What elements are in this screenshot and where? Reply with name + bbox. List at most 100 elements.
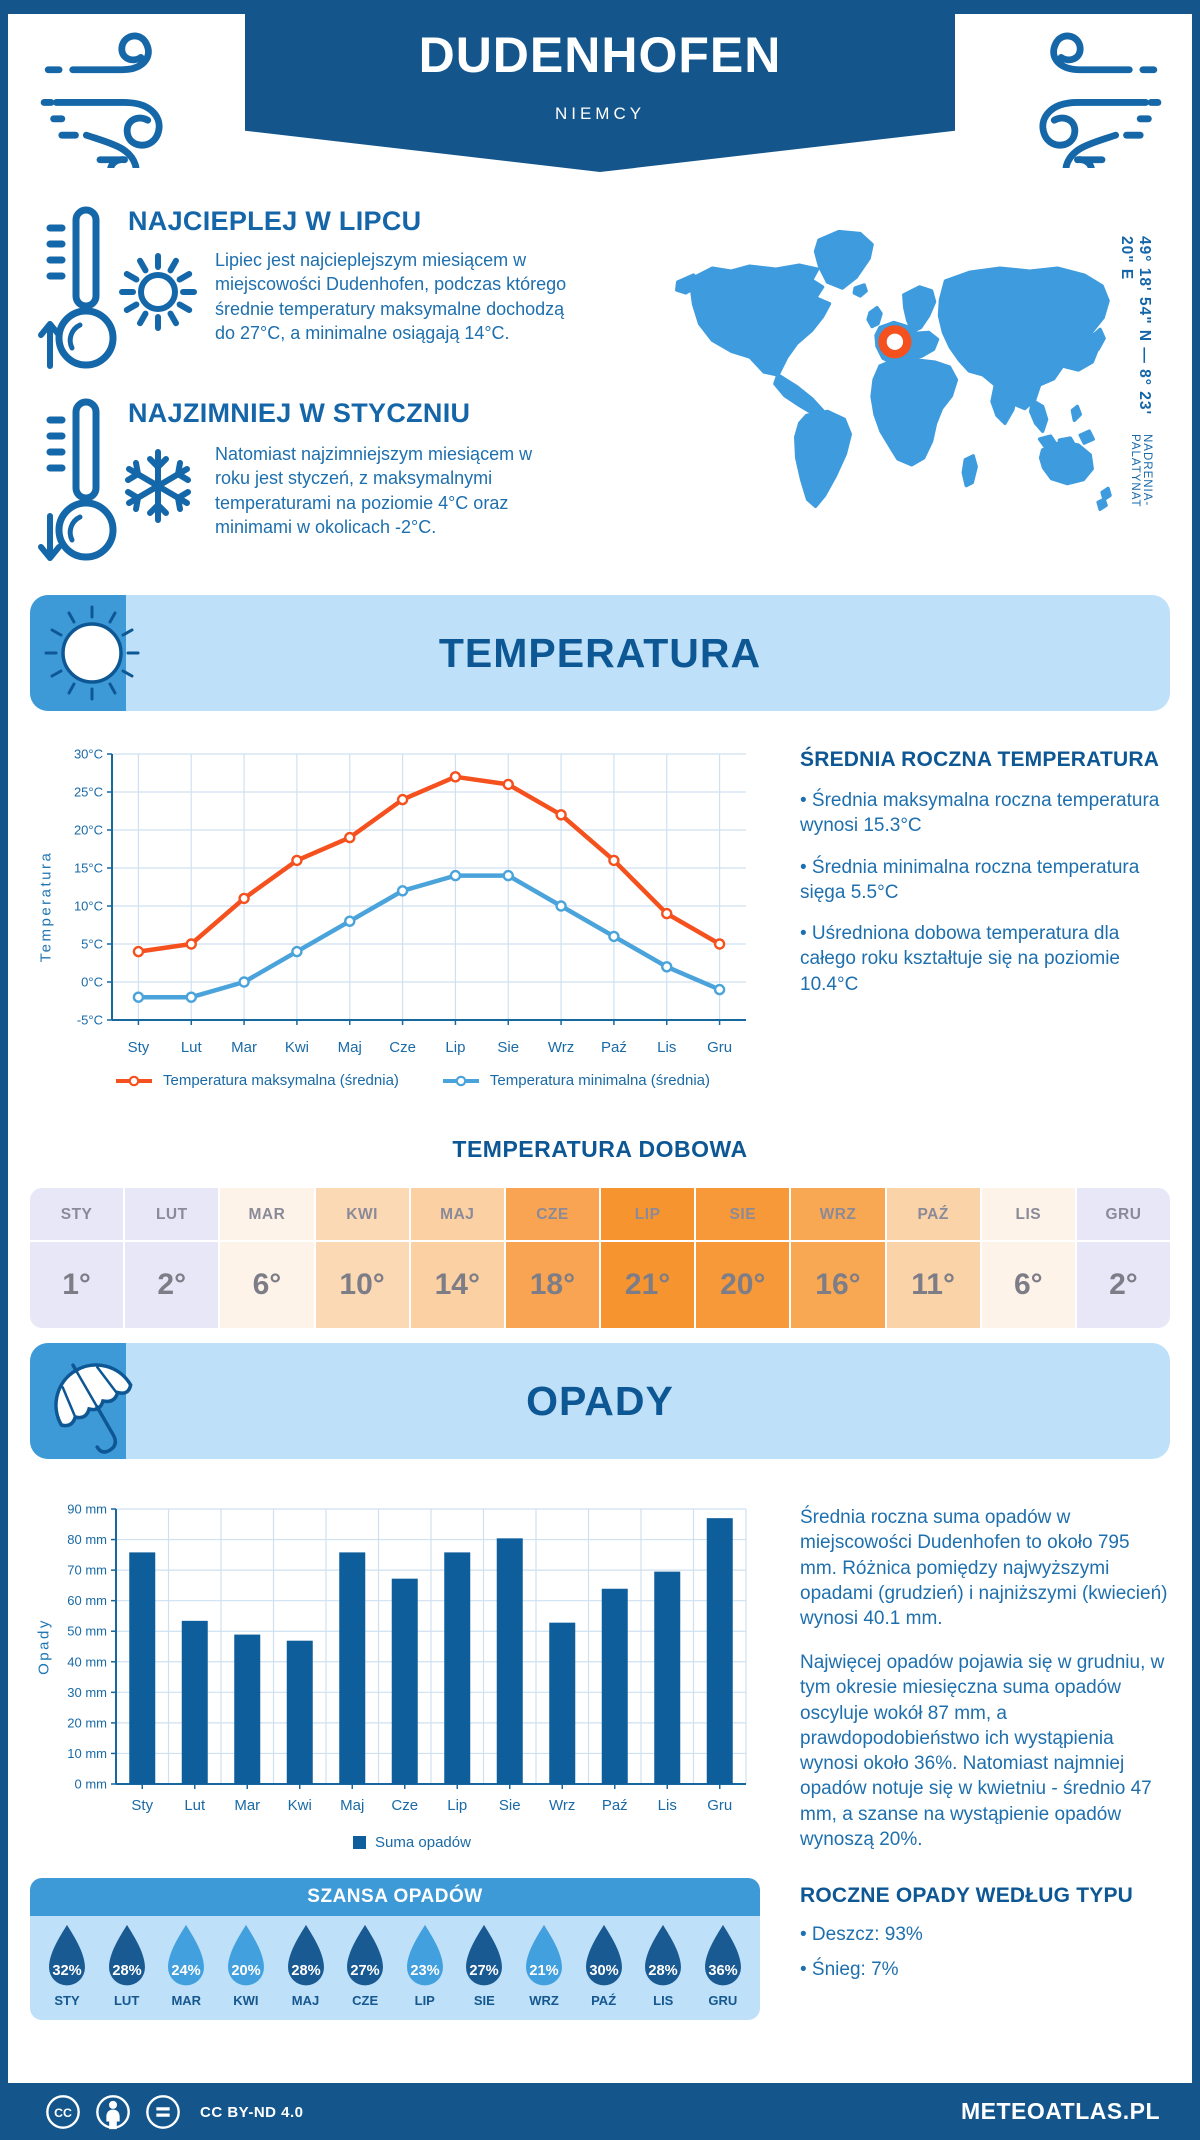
x-tick-label: Sty xyxy=(128,1039,150,1056)
chance-value: 24% xyxy=(172,1963,201,1979)
data-point-Mar xyxy=(238,892,250,905)
droplet-icon: 24% xyxy=(168,1924,205,1986)
chance-value: 27% xyxy=(470,1963,499,1979)
chance-month-label: STY xyxy=(54,1993,80,2008)
region-label: NADRENIA-PALATYNAT xyxy=(1129,434,1153,508)
data-point-Cze xyxy=(396,793,409,806)
data-point-Kwi xyxy=(291,854,303,867)
y-tick-label: 0 mm xyxy=(75,1777,108,1792)
data-point-Kwi xyxy=(291,945,303,958)
x-tick-label: Paź xyxy=(601,1039,627,1056)
droplet-icon: 36% xyxy=(704,1924,741,1986)
y-tick-label: 30°C xyxy=(74,747,103,762)
data-point-Sie xyxy=(502,778,514,791)
series-line xyxy=(136,873,722,1000)
table-month-row: STY LUT MAR KWI MAJ CZE LIP SIE WRZ PAŹ LIS GRU xyxy=(30,1188,1170,1242)
chance-value: 28% xyxy=(649,1963,678,1979)
y-tick-label: 10°C xyxy=(74,899,103,914)
data-point-Sty xyxy=(132,991,145,1003)
temp-cell-STY: 1° xyxy=(30,1242,124,1328)
month-cell-LUT: LUT xyxy=(123,1188,219,1242)
chance-value: 21% xyxy=(529,1963,558,1979)
data-point-Maj xyxy=(344,831,356,844)
droplet-icon: 28% xyxy=(645,1924,682,1986)
precip-drop-LIS: 28% LIS xyxy=(636,1922,690,2008)
y-tick-label: 60 mm xyxy=(67,1593,107,1608)
precip-drop-KWI: 20% KWI xyxy=(219,1922,273,2008)
precip-drop-CZE: 27% CZE xyxy=(338,1922,392,2008)
line-chart-ylabel: Temperatura xyxy=(37,850,55,963)
x-tick-label: Kwi xyxy=(288,1797,312,1814)
x-tick-label: Mar xyxy=(234,1797,260,1814)
data-point-Maj xyxy=(344,915,356,927)
annual-temp-bullet: • Średnia minimalna roczna temperatura s… xyxy=(800,856,1140,903)
bar-chart-legend: Suma opadów xyxy=(62,1834,762,1851)
bar-Paź xyxy=(601,1588,628,1784)
precip-chance-drops: 32% STY 28% LUT 24% MAR 20% KWI 28% MAJ 27% CZE 23% L… xyxy=(30,1916,760,2020)
temp-cell-MAR: 6° xyxy=(218,1242,314,1328)
x-tick-label: Mar xyxy=(231,1039,257,1056)
y-tick-label: 30 mm xyxy=(67,1685,107,1700)
temp-cell-LIS: 6° xyxy=(979,1242,1075,1328)
chance-month-label: LIS xyxy=(653,1993,674,2008)
precip-drop-SIE: 27% SIE xyxy=(457,1922,511,2008)
x-tick-label: Gru xyxy=(707,1039,732,1056)
legend-label: Suma opadów xyxy=(375,1834,471,1851)
series-line xyxy=(136,774,722,954)
y-tick-label: 80 mm xyxy=(67,1532,107,1547)
bar-Kwi xyxy=(286,1640,313,1784)
y-tick-label: 40 mm xyxy=(67,1654,107,1669)
precipitation-section-title: OPADY xyxy=(526,1378,674,1424)
header-banner: DUDENHOFEN NIEMCY xyxy=(245,0,955,172)
temp-cell-PAŹ: 11° xyxy=(884,1242,980,1328)
data-point-Cze xyxy=(396,885,409,897)
footer: CC CC BY-ND 4.0 METEOATLAS.PL xyxy=(0,2083,1200,2140)
x-tick-label: Sie xyxy=(497,1039,519,1056)
data-point-Gru xyxy=(713,983,726,996)
bar-Wrz xyxy=(549,1622,576,1784)
y-tick-label: 20 mm xyxy=(67,1715,107,1730)
temperature-line-chart: -5°C 0°C 5°C 10°C 15°C 20°C 25°C 30°C Sty Lut Mar K… xyxy=(74,747,746,1056)
annual-temp-heading: ŚREDNIA ROCZNA TEMPERATURA xyxy=(800,748,1160,771)
country-label: NIEMCY xyxy=(554,104,646,123)
x-tick-label: Cze xyxy=(389,1039,416,1056)
temp-cell-MAJ: 14° xyxy=(408,1242,504,1328)
droplet-icon: 23% xyxy=(406,1924,443,1986)
bar-Lip xyxy=(444,1552,471,1784)
precip-drop-GRU: 36% GRU xyxy=(696,1922,750,2008)
precip-drop-WRZ: 21% WRZ xyxy=(517,1922,571,2008)
precip-type-bullet: • Śnieg: 7% xyxy=(800,1959,899,1981)
legend-label: Temperatura maksymalna (średnia) xyxy=(162,1072,399,1089)
precip-drop-LIP: 23% LIP xyxy=(398,1922,452,2008)
precip-type-heading: ROCZNE OPADY WEDŁUG TYPU xyxy=(800,1884,1134,1907)
legend-item: Temperatura maksymalna (średnia) xyxy=(114,1072,399,1089)
umbrella-icon xyxy=(54,1363,133,1454)
location-marker xyxy=(878,325,912,359)
data-point-Lip xyxy=(449,771,462,783)
frame-left xyxy=(0,0,8,2140)
x-tick-label: Gru xyxy=(707,1797,732,1814)
warm-section-title: NAJCIEPLEJ W LIPCU xyxy=(128,206,422,236)
precip-drop-LUT: 28% LUT xyxy=(100,1922,154,2008)
precip-type-bullet: • Deszcz: 93% xyxy=(800,1924,923,1945)
precip-drop-PAŹ: 30% PAŹ xyxy=(577,1922,631,2008)
bar-Lis xyxy=(654,1571,681,1784)
month-cell-WRZ: WRZ xyxy=(789,1188,885,1242)
month-cell-PAŹ: PAŹ xyxy=(884,1188,980,1242)
month-cell-LIS: LIS xyxy=(979,1188,1075,1242)
bar-chart-ylabel: Opady xyxy=(35,1618,53,1675)
thermometer-up-icon xyxy=(38,206,117,369)
precip-chance-heading: SZANSA OPADÓW xyxy=(30,1878,760,1916)
data-point-Lis xyxy=(661,961,673,973)
chance-month-label: SIE xyxy=(473,1993,495,2008)
month-cell-CZE: CZE xyxy=(503,1188,600,1242)
x-tick-label: Wrz xyxy=(548,1039,574,1056)
x-tick-label: Sty xyxy=(131,1797,153,1814)
y-tick-label: 5°C xyxy=(81,937,103,952)
table-value-row: 1° 2° 6° 10° 14° 18° 21° 20° 16° 11° 6° 2° xyxy=(30,1242,1170,1328)
chance-value: 27% xyxy=(350,1963,379,1979)
droplet-icon: 32% xyxy=(49,1924,85,1986)
temp-cell-SIE: 20° xyxy=(694,1242,790,1328)
annual-temp-bullets: • Średnia maksymalna roczna temperatura … xyxy=(800,788,1170,997)
x-tick-label: Lip xyxy=(447,1797,467,1814)
